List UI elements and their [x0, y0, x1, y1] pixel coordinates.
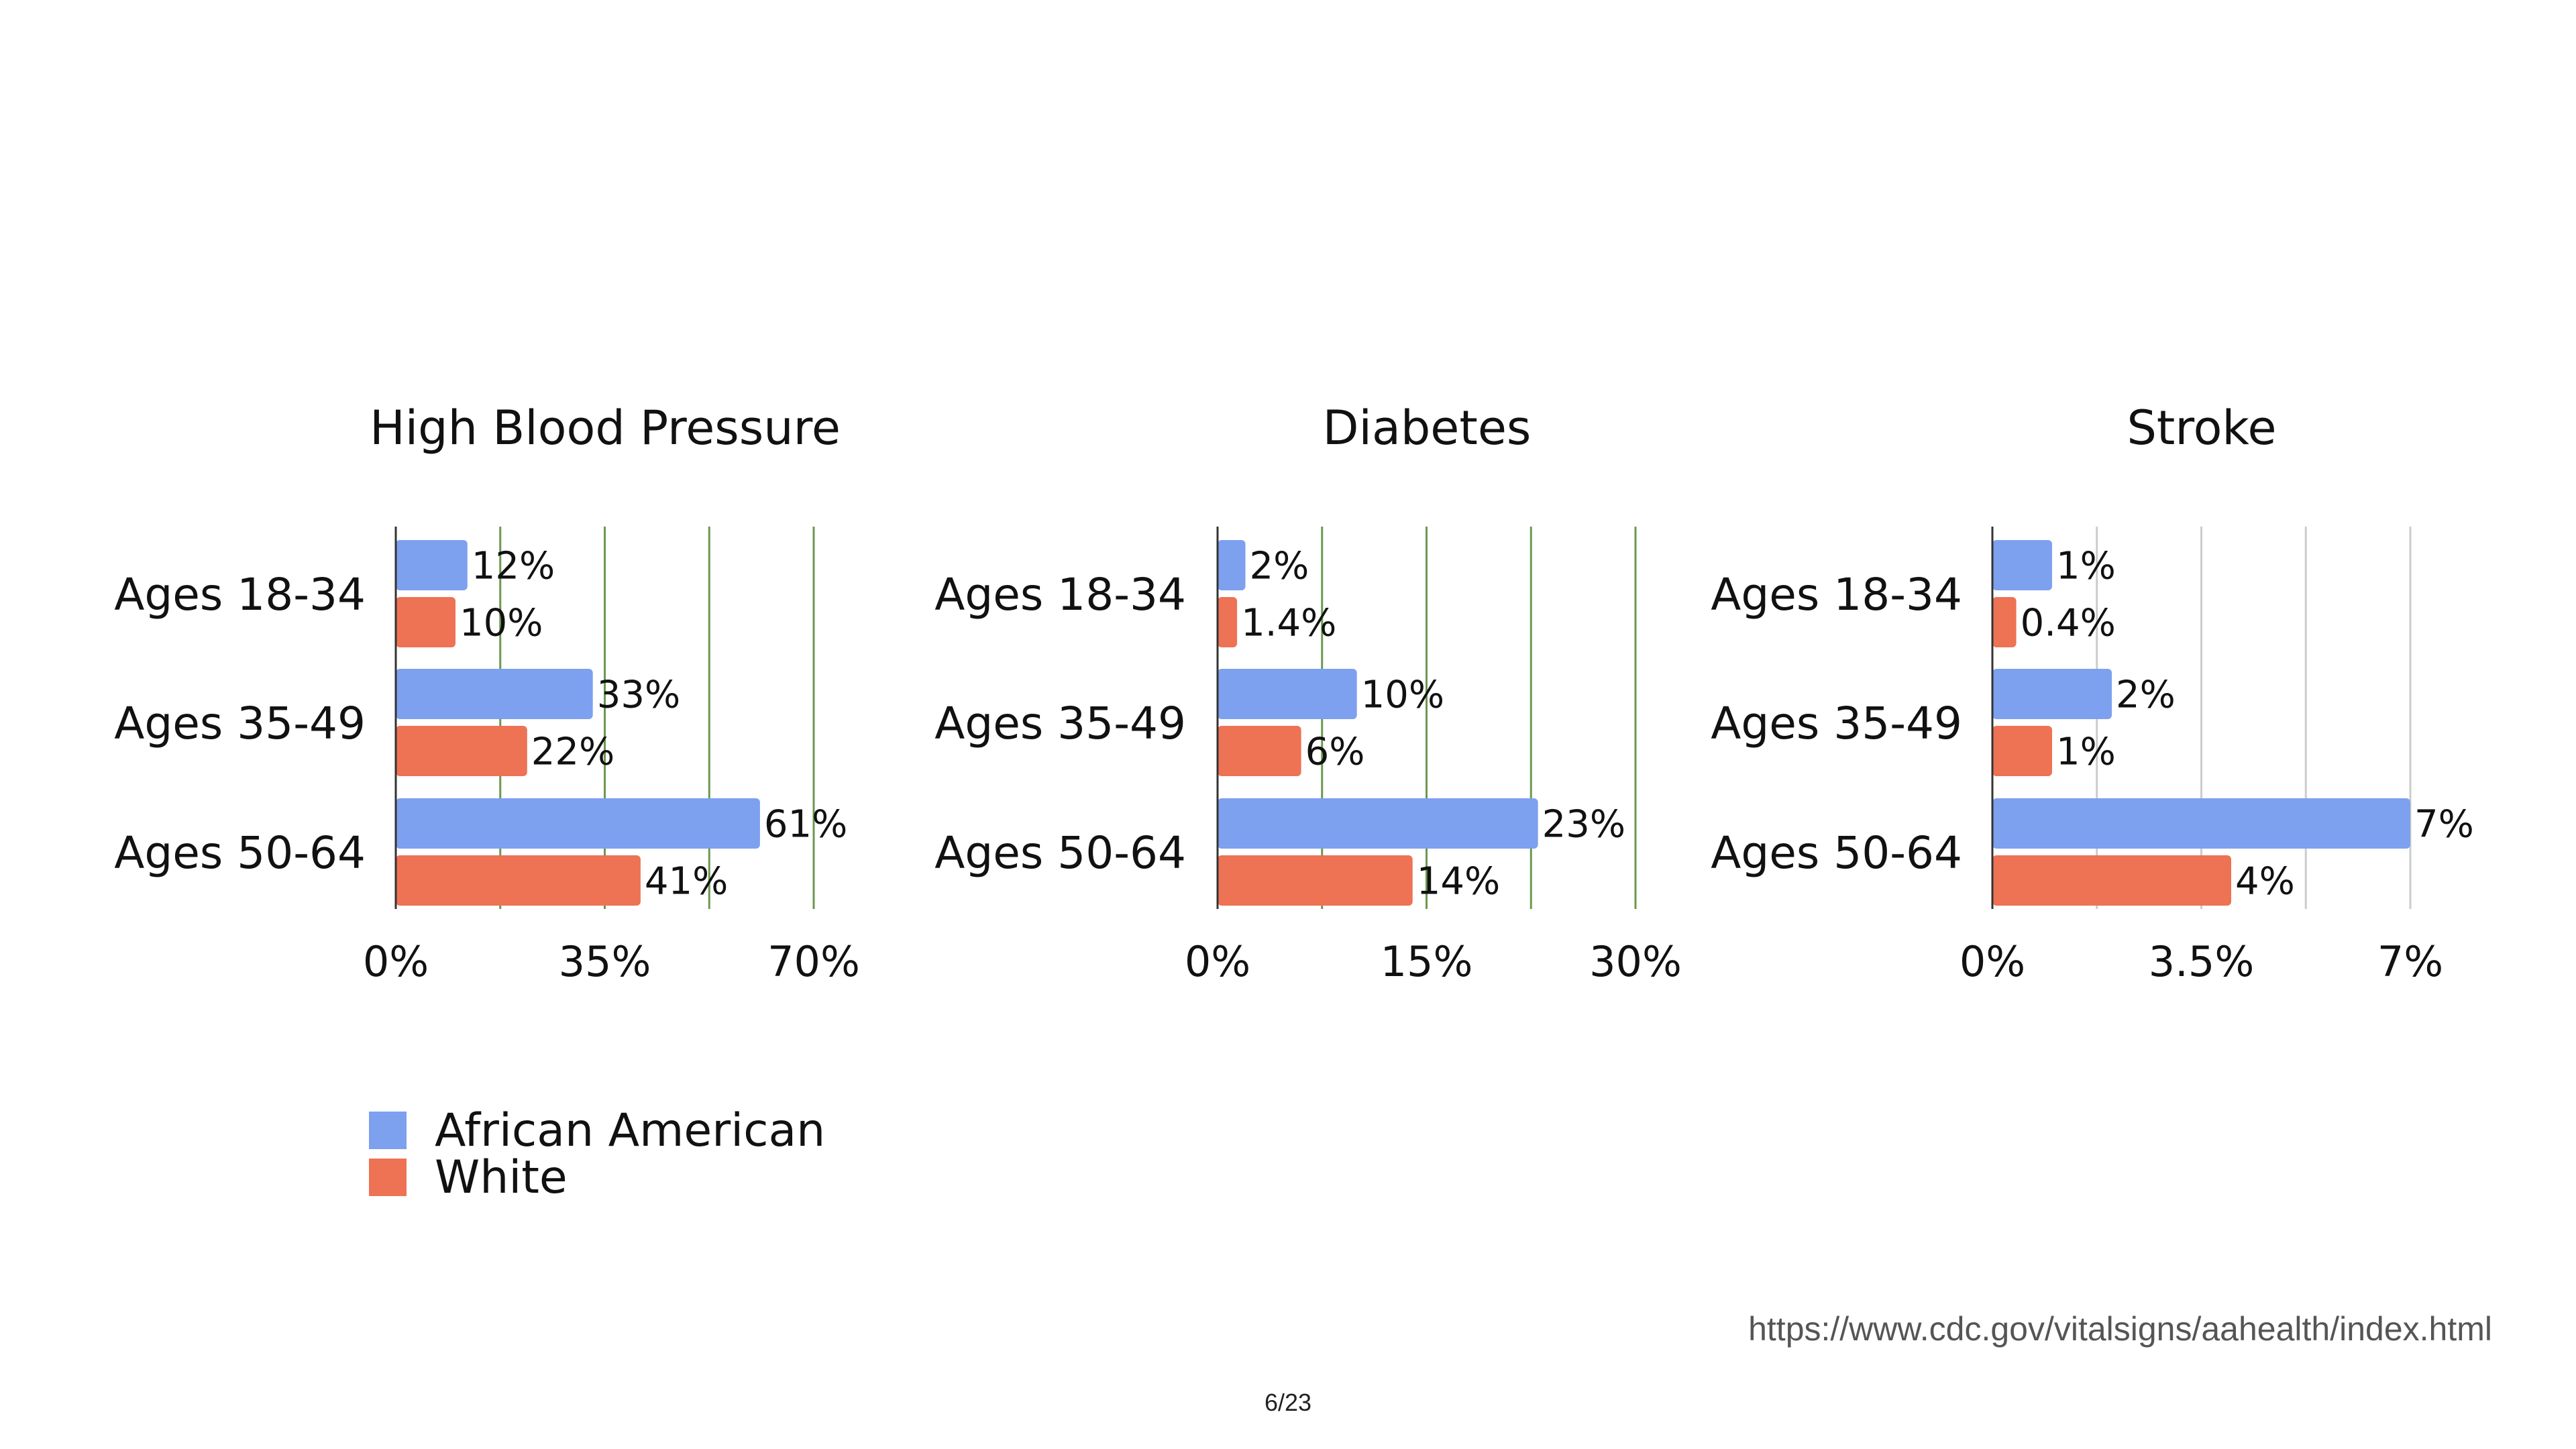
high-blood-pressure-data-label-ages-50-64-white: 41%: [645, 860, 728, 904]
stroke-bar-ages-18-34-african-american: [1992, 540, 2052, 590]
high-blood-pressure-x-tick-label: 70%: [767, 937, 860, 986]
stroke-x-tick-label: 7%: [2377, 937, 2443, 986]
diabetes-category-label: Ages 35-49: [934, 698, 1186, 749]
stroke-data-label-ages-50-64-african-american: 7%: [2414, 803, 2474, 847]
high-blood-pressure-bar-ages-35-49-african-american: [396, 669, 593, 719]
diabetes-data-label-ages-18-34-african-american: 2%: [1250, 545, 1309, 588]
legend-label-white: White: [435, 1150, 568, 1204]
stroke-bar-ages-50-64-african-american: [1992, 798, 2410, 849]
stroke-data-label-ages-50-64-white: 4%: [2235, 860, 2295, 904]
high-blood-pressure-data-label-ages-50-64-african-american: 61%: [764, 803, 847, 847]
diabetes-x-tick-label: 15%: [1381, 937, 1473, 986]
legend-swatch-white: [369, 1159, 407, 1196]
high-blood-pressure-x-tick-label: 0%: [363, 937, 429, 986]
stroke-data-label-ages-35-49-african-american: 2%: [2116, 674, 2176, 717]
diabetes-data-label-ages-35-49-african-american: 10%: [1361, 674, 1444, 717]
high-blood-pressure-bar-ages-50-64-african-american: [396, 798, 760, 849]
legend-item-white: White: [369, 1150, 825, 1204]
high-blood-pressure-bar-ages-50-64-white: [396, 855, 641, 906]
stroke-bar-ages-18-34-white: [1992, 597, 2017, 647]
diabetes-data-label-ages-18-34-white: 1.4%: [1241, 602, 1336, 645]
diabetes-data-label-ages-50-64-white: 14%: [1417, 860, 1500, 904]
legend: African American White: [369, 1104, 826, 1204]
high-blood-pressure-data-label-ages-18-34-african-american: 12%: [472, 545, 555, 588]
diabetes-bar-ages-35-49-african-american: [1218, 669, 1357, 719]
high-blood-pressure-category-label: Ages 50-64: [114, 827, 366, 879]
stroke-bar-ages-35-49-african-american: [1992, 669, 2112, 719]
diabetes-data-label-ages-50-64-african-american: 23%: [1542, 803, 1625, 847]
diabetes-bar-ages-35-49-white: [1218, 726, 1301, 776]
diabetes-bar-ages-50-64-african-american: [1218, 798, 1538, 849]
high-blood-pressure-chart-title: High Blood Pressure: [370, 400, 841, 455]
stroke-bar-ages-35-49-white: [1992, 726, 2052, 776]
high-blood-pressure-bar-ages-35-49-white: [396, 726, 527, 776]
stroke-bar-ages-50-64-white: [1992, 855, 2231, 906]
diabetes-chart-title: Diabetes: [1323, 400, 1532, 455]
diabetes-data-label-ages-35-49-white: 6%: [1305, 731, 1365, 774]
high-blood-pressure-data-label-ages-35-49-white: 22%: [531, 731, 614, 774]
high-blood-pressure-x-tick-label: 35%: [559, 937, 651, 986]
high-blood-pressure-category-label: Ages 35-49: [114, 698, 366, 749]
high-blood-pressure-bar-ages-18-34-white: [396, 597, 455, 647]
legend-swatch-african-american: [369, 1112, 407, 1149]
diabetes-category-label: Ages 50-64: [934, 827, 1186, 879]
stroke-category-label: Ages 18-34: [1711, 569, 1962, 621]
stroke-x-tick-label: 3.5%: [2149, 937, 2255, 986]
page-number: 6/23: [1264, 1389, 1312, 1416]
diabetes-bar-ages-50-64-white: [1218, 855, 1413, 906]
stroke-x-tick-label: 0%: [1960, 937, 2025, 986]
diabetes-x-tick-label: 0%: [1185, 937, 1250, 986]
stroke-data-label-ages-18-34-white: 0.4%: [2021, 602, 2116, 645]
stroke-category-label: Ages 35-49: [1711, 698, 1962, 749]
legend-label-african-american: African American: [435, 1104, 826, 1157]
diabetes-category-label: Ages 18-34: [934, 569, 1186, 621]
stroke-data-label-ages-35-49-white: 1%: [2056, 731, 2116, 774]
stroke-data-label-ages-18-34-african-american: 1%: [2056, 545, 2116, 588]
diabetes-x-tick-label: 30%: [1589, 937, 1682, 986]
diabetes-bar-ages-18-34-african-american: [1218, 540, 1246, 590]
source-link[interactable]: https://www.cdc.gov/vitalsigns/aahealth/…: [1748, 1310, 2492, 1348]
stroke-chart-title: Stroke: [2127, 400, 2276, 455]
high-blood-pressure-data-label-ages-18-34-white: 10%: [460, 602, 543, 645]
high-blood-pressure-data-label-ages-35-49-african-american: 33%: [597, 674, 680, 717]
stroke-category-label: Ages 50-64: [1711, 827, 1962, 879]
diabetes-bar-ages-18-34-white: [1218, 597, 1238, 647]
high-blood-pressure-bar-ages-18-34-african-american: [396, 540, 468, 590]
legend-item-african-american: African American: [369, 1104, 826, 1157]
high-blood-pressure-category-label: Ages 18-34: [114, 569, 366, 621]
